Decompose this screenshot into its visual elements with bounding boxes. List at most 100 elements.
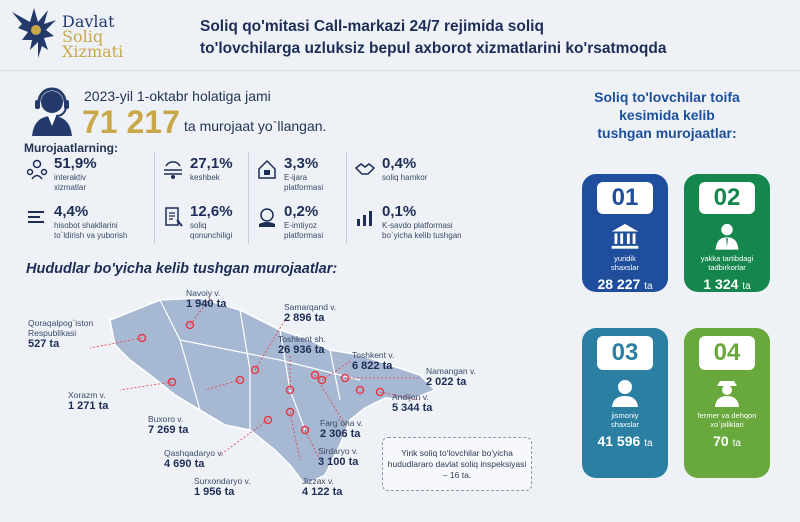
region-qashqadaryo: Qashqadaryo v. 4 690 ta <box>164 448 223 471</box>
eagle-logo-icon <box>12 8 56 58</box>
region-xorazm: Xorazm v. 1 271 ta <box>68 390 108 413</box>
region-toshkent-sh: Toshkent sh. 26 936 ta <box>278 334 326 357</box>
card-number: 02 <box>699 182 755 215</box>
category-card-entrepreneurs: 02 yakka tartibdagi tadbirkorlar 1 324 t… <box>684 174 770 292</box>
card-number: 04 <box>699 336 755 370</box>
categories-title-line-2: kesimida kelib <box>619 107 715 123</box>
card-label: xo`jaliklari <box>710 419 744 429</box>
region-name: Qashqadaryo v. <box>164 448 224 458</box>
headline: Soliq qo'mitasi Call-markazi 24/7 rejimi… <box>200 16 760 60</box>
region-navoiy: Navoiy v. 1 940 ta <box>186 288 226 311</box>
region-value: 2 896 ta <box>284 312 325 324</box>
region-name: Farg`ona v. <box>320 418 363 428</box>
card-value-number: 41 596 <box>597 433 641 449</box>
region-value: 1 271 ta <box>68 400 109 412</box>
stat-label: to`ldirish va yuborish <box>54 231 128 240</box>
stat-pct: 51,9% <box>54 155 97 172</box>
region-jizzax: Jizzax v. 4 122 ta <box>302 476 342 499</box>
document-icon <box>165 207 183 227</box>
logo <box>8 6 158 68</box>
card-value: 28 227 ta <box>597 276 652 292</box>
region-value: 4 122 ta <box>302 486 343 498</box>
region-name: Surxondaryo v. <box>194 476 251 486</box>
region-name: Qoraqalpog`iston <box>28 318 94 328</box>
stat-cashback: 27,1% keshbek <box>162 156 233 182</box>
badge-icon <box>259 208 275 227</box>
categories-title: Soliq to'lovchilar toifa kesimida kelib … <box>572 88 762 142</box>
stat-reports: 4,4% hisobot shakllarini to`ldirish va yub… <box>26 204 127 240</box>
bank-icon <box>611 224 639 250</box>
region-namangan: Namangan v. 2 022 ta <box>426 366 476 389</box>
category-card-legal-entities: 01 yuridik shaxslar 28 227 ta <box>582 174 668 292</box>
stat-interactive: 51,9% interaktiv xizmatlar <box>26 156 97 192</box>
stat-label: hisobot shakllarini <box>54 221 118 230</box>
headline-line-1: Soliq qo'mitasi Call-markazi 24/7 rejimi… <box>200 18 544 35</box>
card-label: yakka tartibdagi <box>700 254 754 263</box>
stat-label: K-savdo platformasi <box>382 221 453 230</box>
logo-text: Davlat Soliq Xizmati <box>62 12 123 60</box>
region-name: Toshkent v. <box>352 350 395 360</box>
inspection-note: Yirik soliq to'lovchilar bo'yicha hududl… <box>382 437 532 491</box>
region-value: 527 ta <box>28 338 60 350</box>
call-center-agent-icon <box>26 86 78 136</box>
region-value: 7 269 ta <box>148 424 189 436</box>
stat-label: soliq <box>190 221 207 230</box>
person-icon <box>612 380 638 407</box>
category-card-farmers: 04 fermer va dehqon xo`jaliklari 70 ta <box>684 328 770 478</box>
card-value-unit: ta <box>644 281 653 292</box>
region-name: Respublikasi <box>28 328 77 338</box>
header-divider <box>0 70 800 71</box>
card-value: 1 324 ta <box>703 276 750 292</box>
lines-icon <box>28 211 44 223</box>
card-label: shaxslar <box>611 419 639 429</box>
house-icon <box>258 159 276 179</box>
card-label: shaxslar <box>611 262 639 272</box>
card-number: 01 <box>597 182 653 215</box>
region-name: Samarqand v. <box>284 302 337 312</box>
region-name: Namangan v. <box>426 366 476 376</box>
logo-line-1: Davlat <box>62 12 115 31</box>
stat-pct: 0,2% <box>284 203 319 220</box>
bar-chart-icon <box>357 211 372 226</box>
stat-label: E-imtiyoz <box>284 221 317 230</box>
total-requests-label: ta murojaat yo`llangan. <box>184 118 327 134</box>
stat-label: platformasi <box>284 183 324 192</box>
businessman-icon <box>715 224 739 251</box>
card-label: yuridik <box>614 254 636 263</box>
card-value-number: 28 227 <box>597 276 641 292</box>
region-andijon: Andijon v. 5 344 ta <box>392 392 432 415</box>
uzbekistan-map <box>90 297 437 486</box>
stat-label: xizmatlar <box>54 183 87 192</box>
card-label: fermer va dehqon <box>697 411 757 420</box>
stat-soliq-hamkor: 0,4% soliq hamkor <box>354 156 427 182</box>
stat-label: qonunchiligi <box>190 231 233 240</box>
card-label: tadbirkorlar <box>708 262 746 272</box>
date-line: 2023-yil 1-oktabr holatiga jami <box>84 88 271 104</box>
card-label: jismoniy <box>611 411 639 420</box>
card-value-number: 70 <box>713 433 729 449</box>
stat-label: interaktiv <box>54 173 87 182</box>
stat-pct: 12,6% <box>190 203 233 220</box>
stat-legislation: 12,6% soliq qonunchiligi <box>162 204 233 240</box>
stat-pct: 0,4% <box>382 155 417 172</box>
region-name: Navoiy v. <box>186 288 221 298</box>
region-value: 4 690 ta <box>164 458 205 470</box>
map-title: Hududlar bo'yicha kelib tushgan murojaat… <box>26 261 338 277</box>
region-name: Buxoro v. <box>148 414 184 424</box>
card-value-unit: ta <box>742 281 751 292</box>
stat-label: bo`yicha kelib tushgan <box>382 231 462 240</box>
people-icon <box>26 159 48 180</box>
categories-title-line-3: tushgan murojaatlar: <box>597 125 737 141</box>
region-value: 1 940 ta <box>186 298 227 310</box>
farmer-icon <box>715 381 739 407</box>
stat-label: platformasi <box>284 231 324 240</box>
region-value: 2 306 ta <box>320 428 361 440</box>
card-value-unit: ta <box>732 438 741 449</box>
divider <box>346 152 347 244</box>
cashback-icon <box>164 161 182 179</box>
card-number: 03 <box>597 336 653 370</box>
divider <box>154 152 155 244</box>
breakdown-title: Murojaatlarning: <box>24 141 119 155</box>
region-name: Toshkent sh. <box>278 334 326 344</box>
total-requests: 71 217 <box>82 104 180 140</box>
